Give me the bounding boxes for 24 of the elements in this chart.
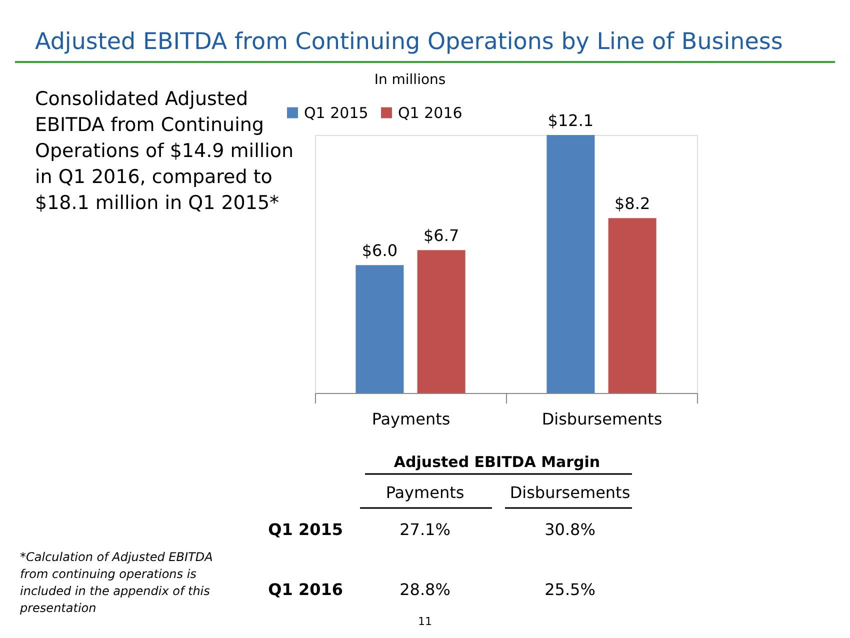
text: Q1 2016 [268,580,343,599]
text: 25.5% [544,580,596,599]
data-label: $6.7 [423,226,460,246]
chart-subtitle: In millions [374,72,446,88]
text: 28.8% [400,580,450,599]
text: Consolidated Adjusted EBITDA from Continuing Operations of $14.9 million in Q1 2016, compared to $18.1 million in Q1 2015* [35,88,294,214]
bar [417,250,466,393]
text: *Calculation of Adjusted EBITDA from continuing operations is included in the appendix of this presentation [19,550,213,615]
chart-title: Adjusted EBITDA from Continuing Operations by Line of Business [35,29,783,55]
legend-label: Q1 2015 [304,104,368,122]
text: Q1 2015 [268,520,343,539]
text: 30.8% [544,520,596,539]
data-label: $8.2 [614,194,650,214]
bar [546,135,595,393]
bar [356,265,404,393]
legend-label: Q1 2016 [398,104,462,122]
text: Payments [386,483,464,502]
text: 27.1% [400,520,450,539]
text: Disbursements [510,483,630,502]
text: Adjusted EBITDA Margin [394,453,600,471]
data-label: $6.0 [362,241,398,260]
text: 11 [418,615,432,628]
bar [608,218,656,393]
data-label: $12.1 [548,111,594,130]
